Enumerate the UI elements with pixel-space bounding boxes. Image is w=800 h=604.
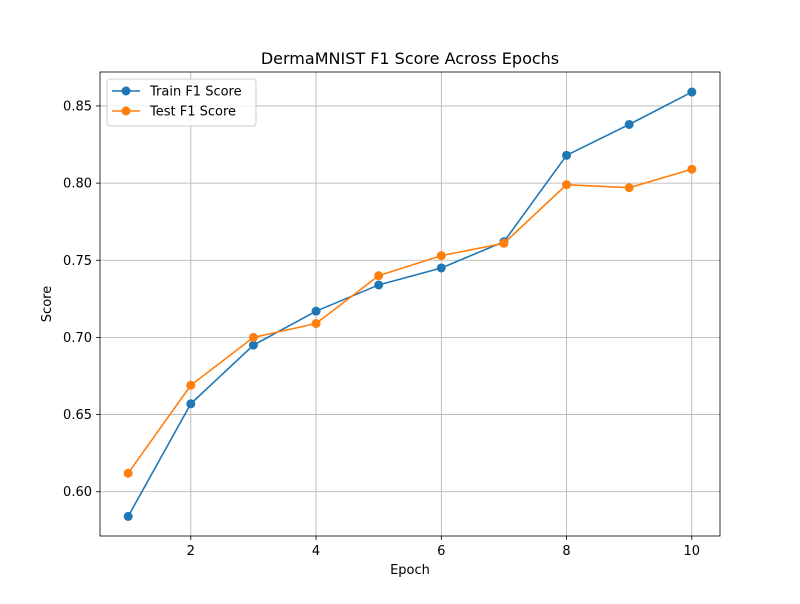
x-tick-label: 10 — [684, 544, 701, 559]
y-tick-label: 0.60 — [63, 485, 92, 500]
y-tick-label: 0.85 — [63, 99, 92, 114]
legend-marker-test-f1-score — [121, 106, 131, 116]
y-tick-label: 0.80 — [63, 177, 92, 192]
data-point-train-f1-score — [186, 399, 196, 409]
data-point-train-f1-score — [374, 280, 384, 290]
data-point-test-f1-score — [123, 468, 133, 478]
legend-box — [106, 78, 257, 127]
y-tick-label: 0.70 — [63, 331, 92, 346]
data-point-train-f1-score — [123, 511, 133, 521]
data-point-test-f1-score — [311, 319, 321, 329]
axes-frame — [99, 71, 721, 537]
data-point-train-f1-score — [248, 340, 258, 350]
y-tick-label: 0.65 — [63, 408, 92, 423]
y-axis-label: Score — [40, 286, 55, 322]
data-point-test-f1-score — [186, 380, 196, 390]
series-layer — [123, 87, 697, 521]
y-tick-label: 0.75 — [63, 254, 92, 269]
series-line-test-f1-score — [127, 168, 693, 474]
chart-title: DermaMNIST F1 Score Across Epochs — [261, 49, 559, 68]
legend-label-test-f1-score: Test F1 Score — [149, 105, 236, 120]
x-axis-label: Epoch — [390, 563, 430, 578]
data-point-train-f1-score — [562, 150, 572, 160]
x-tick-label: 4 — [312, 544, 320, 559]
x-tick-label: 6 — [437, 544, 445, 559]
x-tick-label: 8 — [562, 544, 570, 559]
data-point-test-f1-score — [624, 183, 634, 193]
data-point-test-f1-score — [436, 251, 446, 261]
data-point-train-f1-score — [687, 87, 697, 97]
data-point-train-f1-score — [311, 306, 321, 316]
legend-label-train-f1-score: Train F1 Score — [149, 85, 242, 100]
series-line-train-f1-score — [127, 91, 693, 517]
legend: Train F1 Score Test F1 Score — [106, 78, 257, 127]
data-point-test-f1-score — [374, 271, 384, 281]
data-point-test-f1-score — [248, 332, 258, 342]
grid-layer — [100, 72, 720, 536]
data-point-test-f1-score — [562, 180, 572, 190]
data-point-train-f1-score — [624, 119, 634, 129]
tick-layer: 2 4 6 8 10 0.60 0.65 0.70 0.75 0.80 0.85 — [63, 99, 700, 559]
data-point-test-f1-score — [499, 238, 509, 248]
data-point-test-f1-score — [687, 164, 697, 174]
data-point-train-f1-score — [436, 263, 446, 273]
legend-marker-train-f1-score — [121, 86, 131, 96]
x-tick-label: 2 — [187, 544, 195, 559]
